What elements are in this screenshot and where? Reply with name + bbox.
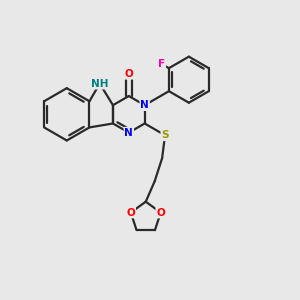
Text: F: F <box>158 59 165 69</box>
Text: N: N <box>140 100 149 110</box>
Text: S: S <box>161 130 169 140</box>
Text: O: O <box>126 208 135 218</box>
Text: N: N <box>124 128 133 138</box>
Text: NH: NH <box>91 79 109 88</box>
Text: O: O <box>124 69 133 79</box>
Text: O: O <box>156 208 165 218</box>
